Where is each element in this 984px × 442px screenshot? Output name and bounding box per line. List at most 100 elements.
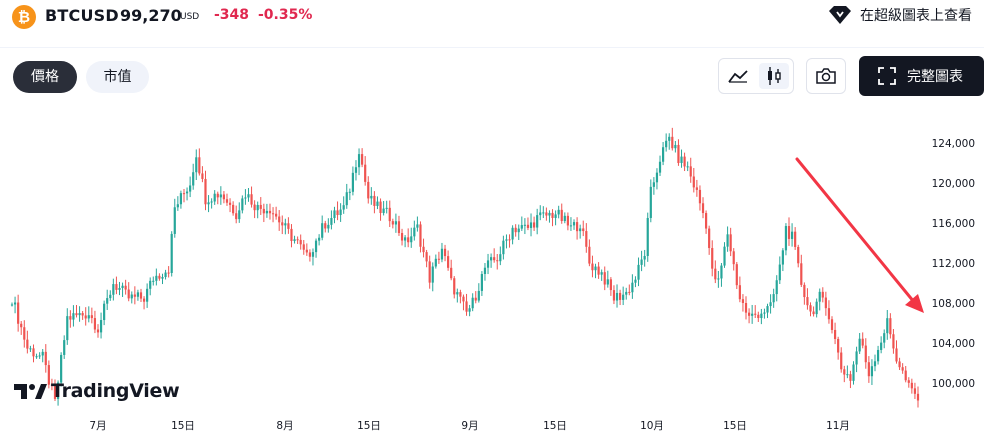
candle — [370, 187, 373, 205]
tradingview-logo[interactable]: TradingView — [13, 380, 180, 402]
candle — [379, 198, 382, 221]
candle — [324, 220, 327, 233]
candle — [367, 176, 370, 204]
candle — [32, 344, 35, 363]
candle — [222, 191, 226, 204]
candle — [864, 338, 867, 369]
snapshot-button[interactable] — [806, 58, 846, 94]
candle — [308, 249, 312, 262]
candle — [815, 298, 818, 318]
candle — [278, 210, 281, 231]
candle — [78, 306, 81, 322]
candle — [109, 290, 112, 301]
price-chart[interactable]: 124,000 120,000 116,000 112,000 108,000 104,0… — [0, 100, 984, 442]
full-chart-button[interactable]: 完整圖表 — [859, 56, 984, 96]
candle — [155, 268, 158, 286]
candle — [182, 188, 186, 203]
candle — [751, 304, 754, 324]
candle — [471, 293, 474, 312]
candle — [44, 344, 47, 373]
candle — [757, 311, 760, 322]
tab-market-cap[interactable]: 市值 — [86, 61, 149, 93]
candle — [391, 218, 394, 229]
candle — [502, 235, 505, 260]
candle — [634, 276, 637, 288]
candle — [348, 188, 351, 201]
candle — [56, 380, 60, 406]
candle — [895, 340, 898, 364]
candle — [404, 235, 407, 248]
candle — [38, 352, 41, 359]
candle — [545, 207, 548, 221]
candlestick-button[interactable] — [759, 63, 789, 89]
candle — [235, 205, 238, 224]
candle — [336, 201, 339, 221]
trend-arrow — [795, 157, 924, 313]
price-tick-label: 124,000 — [932, 138, 975, 150]
candle — [784, 223, 788, 256]
candle — [296, 236, 299, 244]
candle — [103, 300, 106, 326]
last-price: 99,270 — [120, 6, 182, 25]
candle — [459, 289, 462, 304]
candle — [53, 379, 57, 401]
candle — [118, 281, 121, 296]
open-supercharts-link[interactable]: 在超級圖表上查看 — [826, 4, 972, 26]
candle — [827, 300, 831, 324]
currency-label: USD — [180, 12, 200, 22]
candle — [179, 190, 183, 209]
diamond-icon — [829, 6, 851, 24]
candle — [84, 307, 87, 326]
candle — [23, 320, 26, 348]
candle — [772, 288, 775, 308]
candle — [50, 378, 54, 391]
candle — [609, 277, 612, 296]
candle — [738, 276, 741, 303]
candle — [594, 263, 597, 279]
candle — [238, 202, 241, 223]
candle — [818, 288, 821, 311]
candle — [483, 263, 487, 281]
candle — [655, 168, 659, 190]
candle — [612, 285, 616, 305]
candle — [250, 186, 253, 208]
candle — [830, 316, 834, 334]
candle — [790, 223, 794, 247]
candle — [434, 254, 437, 269]
candle — [873, 354, 877, 372]
symbol-name[interactable]: BTCUSD — [45, 6, 119, 25]
candle — [732, 248, 735, 271]
candle — [170, 231, 173, 277]
open-supercharts-label: 在超級圖表上查看 — [860, 8, 972, 24]
candle — [416, 216, 419, 232]
time-tick-label: 7月 — [89, 420, 106, 432]
candle — [357, 148, 361, 176]
candle — [351, 166, 355, 196]
chart-type-switcher — [718, 58, 794, 94]
candle — [81, 310, 84, 320]
candle — [809, 302, 812, 317]
candle — [228, 198, 232, 213]
candle — [425, 249, 428, 268]
candle — [60, 352, 63, 387]
candle — [554, 210, 557, 226]
candle — [69, 310, 72, 328]
candle — [603, 266, 606, 291]
candle — [898, 357, 901, 371]
candle — [661, 141, 665, 166]
candle — [198, 148, 201, 176]
candle — [579, 224, 582, 239]
tab-price[interactable]: 價格 — [13, 61, 77, 93]
camera-icon — [816, 68, 836, 84]
candle — [213, 190, 216, 205]
candle — [741, 294, 745, 312]
price-tick-label: 112,000 — [932, 258, 975, 270]
candle — [388, 200, 391, 227]
line-chart-button[interactable] — [723, 63, 753, 89]
candle — [698, 185, 702, 211]
candle — [167, 266, 170, 278]
candle — [763, 308, 766, 319]
candle — [204, 170, 207, 211]
candle — [361, 148, 364, 168]
candle — [121, 282, 124, 297]
